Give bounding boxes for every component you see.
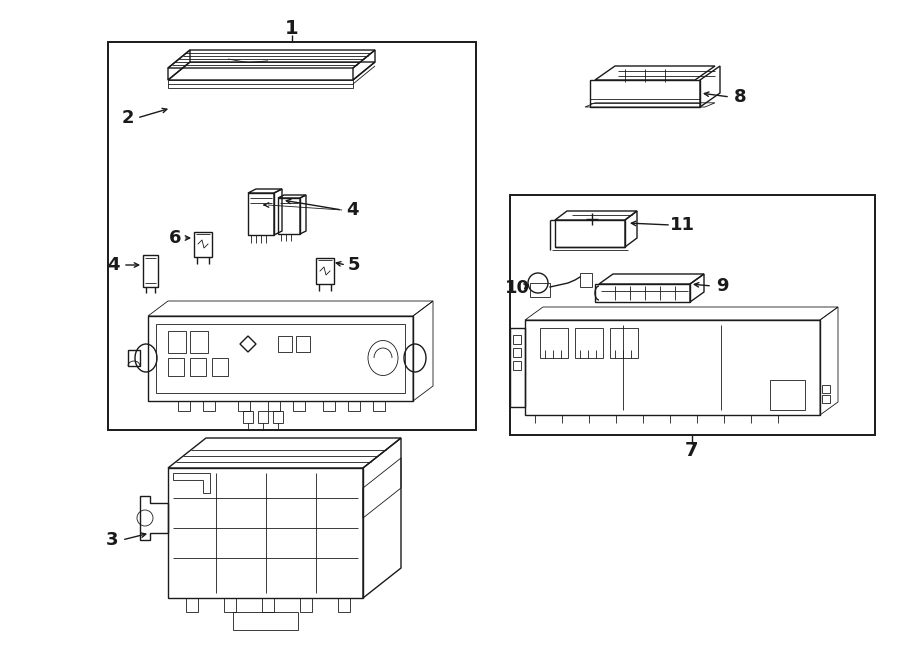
Text: 7: 7 (685, 442, 698, 461)
Bar (108, 42, 476, 430)
Bar (168, 331, 186, 353)
Text: 6: 6 (169, 229, 181, 247)
Bar (248, 193, 274, 235)
Text: 4: 4 (107, 256, 119, 274)
Bar (168, 358, 184, 376)
Bar (273, 411, 283, 423)
Bar (540, 328, 568, 358)
Bar (338, 598, 350, 612)
Bar (224, 598, 236, 612)
Bar (262, 598, 274, 612)
Bar (296, 336, 310, 352)
Bar (278, 336, 292, 352)
Bar (510, 195, 875, 435)
Bar (233, 612, 298, 630)
Bar (293, 401, 305, 411)
Bar (278, 198, 300, 234)
Bar (143, 255, 158, 287)
Bar (575, 328, 603, 358)
Bar (316, 258, 334, 284)
Bar (610, 328, 638, 358)
Text: 8: 8 (734, 88, 746, 106)
Bar (194, 232, 212, 257)
Bar (770, 380, 805, 410)
Bar (348, 401, 360, 411)
Text: 4: 4 (346, 201, 358, 219)
Bar (212, 358, 228, 376)
Bar (513, 348, 521, 357)
Bar (513, 361, 521, 370)
Text: 11: 11 (670, 216, 695, 234)
Bar (323, 401, 335, 411)
Bar (190, 331, 208, 353)
Bar (300, 598, 312, 612)
Bar (530, 283, 550, 297)
Text: 9: 9 (716, 277, 728, 295)
Bar (822, 385, 830, 393)
Bar (186, 598, 198, 612)
Text: 3: 3 (106, 531, 118, 549)
Text: 1: 1 (285, 19, 299, 38)
Bar (243, 411, 253, 423)
Bar (268, 401, 280, 411)
Text: 10: 10 (505, 279, 529, 297)
Bar (238, 401, 250, 411)
Bar (580, 273, 592, 287)
Text: 2: 2 (122, 109, 134, 127)
Bar (156, 324, 405, 393)
Bar (258, 411, 268, 423)
Bar (190, 358, 206, 376)
Bar (203, 401, 215, 411)
Bar (178, 401, 190, 411)
Text: 5: 5 (347, 256, 360, 274)
Bar (513, 335, 521, 344)
Bar (373, 401, 385, 411)
Bar (822, 395, 830, 403)
